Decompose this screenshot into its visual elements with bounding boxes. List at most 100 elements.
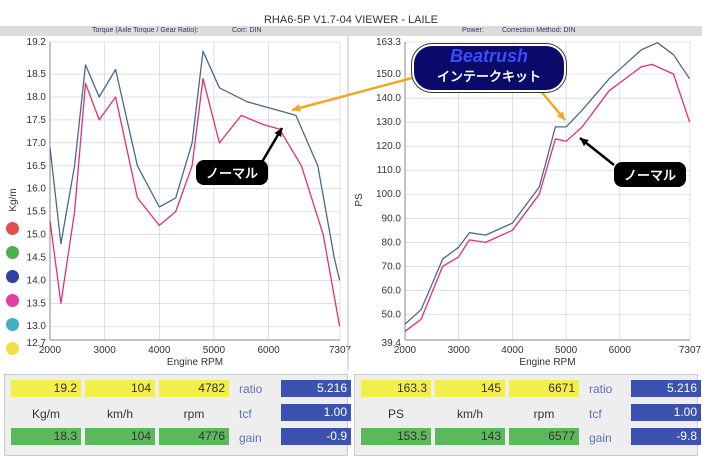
cur-speed: 143 xyxy=(435,428,505,445)
legend-dot xyxy=(6,294,19,307)
unit-speed: km/h xyxy=(106,407,133,421)
intake-kit-label: インテークキット xyxy=(436,69,541,84)
method-label: Correction Method: DIN xyxy=(502,27,576,34)
x-tick-label: 7307 xyxy=(679,345,702,356)
x-axis-label: Engine RPM xyxy=(167,357,223,368)
beatrush-logo: Beatrush xyxy=(449,46,529,66)
y-tick-label: 17.5 xyxy=(27,115,47,126)
max-speed: 104 xyxy=(85,380,155,397)
x-tick-label: 5000 xyxy=(203,345,226,356)
arrow-normal-right-head xyxy=(580,138,589,147)
legend-dot xyxy=(6,270,19,283)
normal-callout-left: ノーマル xyxy=(196,160,269,185)
y-tick-label: 18.0 xyxy=(27,92,47,103)
y-tick-label: 80.0 xyxy=(382,237,402,248)
charts: 19.2 18.5 18.0 17.5 17.0 16.5 16.0 15.5 15.0 14.5… xyxy=(8,36,702,370)
y-tick-label: 18.5 xyxy=(27,69,47,80)
legend-dot xyxy=(6,246,19,259)
y-tick-label: 16.0 xyxy=(27,184,47,195)
y-tick-label: 14.0 xyxy=(27,275,47,286)
ratio-value: 5.216 xyxy=(631,380,701,397)
y-tick-label: 13.5 xyxy=(27,298,47,309)
power-readout-panel: 163.3 145 6671 PS km/h rpm 153.5 143 657… xyxy=(354,374,701,456)
legend-dot xyxy=(6,222,19,235)
series-line-beatrush xyxy=(49,50,341,281)
tcf-value: 1.00 xyxy=(281,404,351,421)
cur-rpm: 6577 xyxy=(509,428,579,445)
arrow-beatrush-right-head xyxy=(556,111,565,120)
series-line-normal xyxy=(404,63,691,332)
y-tick-label: 120.0 xyxy=(376,141,401,152)
x-tick-label: 5000 xyxy=(555,345,578,356)
gain-label: gain xyxy=(239,431,262,445)
y-tick-label: 150.0 xyxy=(376,69,401,80)
y-axis-label: Kg/m xyxy=(8,188,19,211)
gain-value: -9.8 xyxy=(631,428,701,445)
ratio-label: ratio xyxy=(239,382,263,396)
y-tick-label: 140.0 xyxy=(376,93,401,104)
corr-label: Corr: DIN xyxy=(232,27,262,34)
tcf-label: tcf xyxy=(239,407,252,421)
unit-power: PS xyxy=(387,407,404,421)
y-axis-label: PS xyxy=(354,193,365,207)
x-axis-label: Engine RPM xyxy=(519,357,575,368)
y-tick-label: 70.0 xyxy=(382,261,402,272)
x-tick-label: 3000 xyxy=(94,345,117,356)
cur-power: 153.5 xyxy=(361,428,431,445)
max-speed: 145 xyxy=(435,380,505,397)
y-tick-label: 130.0 xyxy=(376,117,401,128)
x-tick-label: 2000 xyxy=(394,345,417,356)
cur-speed: 104 xyxy=(85,428,155,445)
series-line-beatrush xyxy=(404,42,691,325)
x-tick-label: 6000 xyxy=(257,345,280,356)
max-power: 163.3 xyxy=(361,380,431,397)
header-bar: Torque (Axle Torque / Gear Ratio): Corr:… xyxy=(0,26,702,36)
tcf-label: tcf xyxy=(589,407,602,421)
unit-speed: km/h xyxy=(456,407,483,421)
legend-dot xyxy=(6,342,19,355)
x-tick-label: 4000 xyxy=(148,345,171,356)
series-line-normal xyxy=(49,78,341,327)
y-tick-label: 39.4 xyxy=(382,338,402,349)
ratio-value: 5.216 xyxy=(281,380,351,397)
max-rpm: 6671 xyxy=(509,380,579,397)
x-tick-label: 2000 xyxy=(39,345,62,356)
gain-value: -0.9 xyxy=(281,428,351,445)
y-tick-label: 19.2 xyxy=(27,37,47,48)
unit-rpm: rpm xyxy=(183,407,205,421)
y-tick-label: 17.0 xyxy=(27,138,47,149)
ratio-label: ratio xyxy=(589,382,613,396)
y-tick-label: 15.5 xyxy=(27,207,47,218)
y-tick-label: 13.0 xyxy=(27,321,47,332)
y-tick-label: 50.0 xyxy=(382,310,402,321)
y-tick-label: 12.7 xyxy=(27,338,47,349)
normal-callout-right: ノーマル xyxy=(614,162,687,187)
x-tick-label: 4000 xyxy=(501,345,524,356)
beatrush-callout: Beatrush インテークキット xyxy=(412,44,566,92)
power-label: Power: xyxy=(462,27,484,34)
unit-rpm: rpm xyxy=(533,407,555,421)
y-tick-label: 14.5 xyxy=(27,252,47,263)
x-tick-label: 7307 xyxy=(329,345,352,356)
cur-rpm: 4776 xyxy=(159,428,229,445)
unit-torque: Kg/m xyxy=(31,407,60,421)
y-tick-label: 16.5 xyxy=(27,161,47,172)
x-tick-label: 6000 xyxy=(609,345,632,356)
torque-label: Torque (Axle Torque / Gear Ratio): xyxy=(92,27,199,34)
max-rpm: 4782 xyxy=(159,380,229,397)
arrow-beatrush-left-head xyxy=(292,104,301,112)
gain-label: gain xyxy=(589,431,612,445)
legend-dot xyxy=(6,318,19,331)
y-tick-label: 60.0 xyxy=(382,285,402,296)
y-tick-label: 110.0 xyxy=(377,165,402,176)
tcf-value: 1.00 xyxy=(631,404,701,421)
y-tick-label: 163.3 xyxy=(376,37,401,48)
window-title: RHA6-5P V1.7-04 VIEWER - LAILE xyxy=(263,14,439,26)
arrow-beatrush-left xyxy=(291,76,413,112)
y-tick-label: 15.0 xyxy=(27,230,47,241)
arrow-normal-left-head xyxy=(274,128,282,137)
x-tick-label: 3000 xyxy=(448,345,471,356)
torque-readout-panel: 19.2 104 4782 Kg/m km/h rpm 18.3 104 477… xyxy=(4,374,351,456)
y-tick-label: 100.0 xyxy=(376,189,401,200)
max-torque: 19.2 xyxy=(11,380,81,397)
